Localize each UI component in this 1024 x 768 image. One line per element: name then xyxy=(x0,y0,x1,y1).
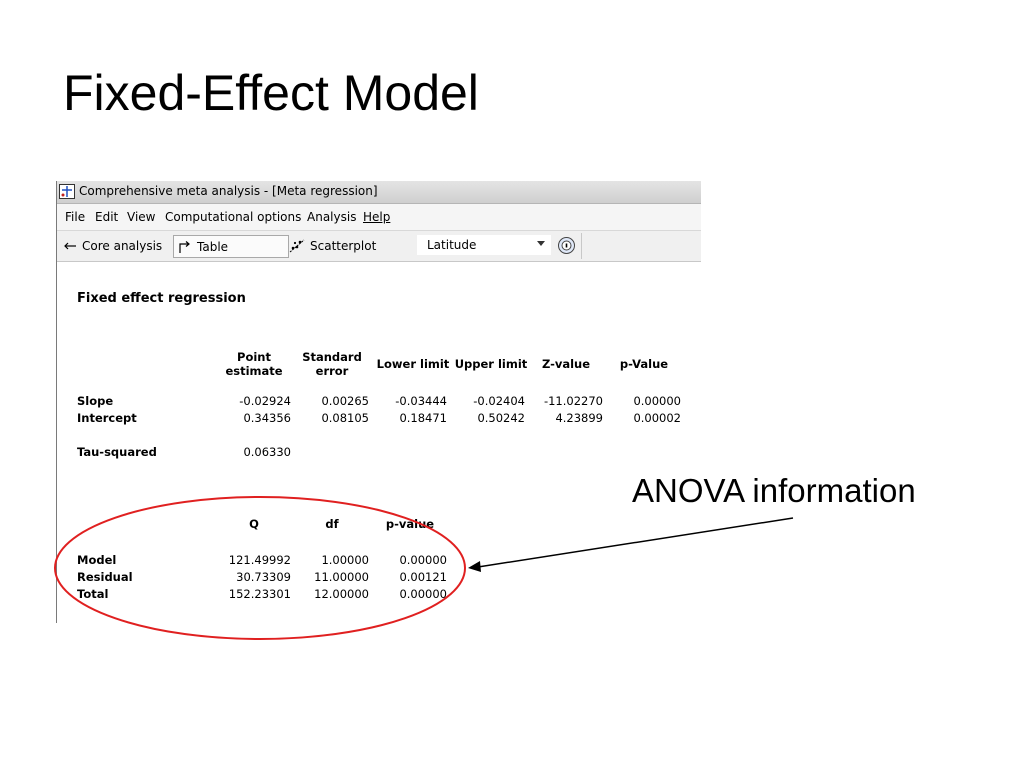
anova-cell: 1.00000 xyxy=(321,553,369,567)
regression-report: Fixed effect regression Point estimate S… xyxy=(57,261,701,623)
table-cell: 0.34356 xyxy=(243,411,291,425)
anova-cell: 0.00000 xyxy=(399,587,447,601)
table-cell: -0.03444 xyxy=(395,394,447,408)
menu-help[interactable]: Help xyxy=(363,210,391,224)
menu-bar: File Edit View Computational options Ana… xyxy=(57,204,701,231)
row-label-slope: Slope xyxy=(77,394,114,408)
core-analysis-label: Core analysis xyxy=(82,238,163,253)
anova-header: df xyxy=(325,517,339,531)
toolbar-separator xyxy=(581,233,582,259)
table-cell: 0.18471 xyxy=(399,411,447,425)
scatterplot-label: Scatterplot xyxy=(310,238,377,253)
anova-header: Q xyxy=(249,517,259,531)
column-header: Lower limit xyxy=(376,357,450,371)
anova-cell: 12.00000 xyxy=(314,587,369,601)
application-window: Comprehensive meta analysis - [Meta regr… xyxy=(56,181,701,623)
column-header: p-Value xyxy=(619,357,669,371)
table-label: Table xyxy=(197,239,229,254)
table-cell: 0.00265 xyxy=(321,394,369,408)
row-label-tau-squared: Tau-squared xyxy=(77,445,157,459)
anova-cell: 121.49992 xyxy=(228,553,291,567)
column-header: Upper limit xyxy=(454,357,528,371)
arrow-left-icon xyxy=(64,242,76,249)
table-button[interactable]: Table xyxy=(173,235,289,258)
table-cell: -11.02270 xyxy=(543,394,603,408)
anova-row-label-residual: Residual xyxy=(77,570,133,584)
anova-row-label-model: Model xyxy=(77,553,117,567)
column-header: Point estimate xyxy=(225,350,283,378)
anova-cell: 0.00121 xyxy=(399,570,447,584)
anova-cell: 11.00000 xyxy=(314,570,369,584)
menu-file[interactable]: File xyxy=(65,210,86,224)
anova-cell: 152.23301 xyxy=(228,587,291,601)
menu-computational-options[interactable]: Computational options xyxy=(165,210,302,224)
window-title: Comprehensive meta analysis - [Meta regr… xyxy=(79,184,378,198)
slide-title: Fixed-Effect Model xyxy=(63,65,479,121)
scatterplot-icon xyxy=(289,239,305,252)
anova-annotation-label: ANOVA information xyxy=(632,472,916,509)
table-cell: 0.50242 xyxy=(477,411,525,425)
scatterplot-button[interactable]: Scatterplot xyxy=(289,235,376,256)
help-icon[interactable] xyxy=(557,236,576,255)
table-cell: 0.08105 xyxy=(321,411,369,425)
anova-cell: 30.73309 xyxy=(236,570,291,584)
toolbar: Core analysis Table Scatterplot Latitude xyxy=(57,231,701,262)
menu-edit[interactable]: Edit xyxy=(95,210,119,224)
covariate-value: Latitude xyxy=(427,238,477,252)
chevron-down-icon xyxy=(537,241,545,246)
tau-squared-value: 0.06330 xyxy=(243,445,291,459)
app-icon xyxy=(59,184,75,199)
table-arrow-icon xyxy=(179,240,190,253)
core-analysis-button[interactable]: Core analysis xyxy=(63,235,162,256)
anova-header: p-value xyxy=(385,517,435,531)
covariate-select[interactable]: Latitude xyxy=(417,235,551,255)
menu-view[interactable]: View xyxy=(127,210,156,224)
window-titlebar[interactable]: Comprehensive meta analysis - [Meta regr… xyxy=(57,181,701,204)
table-cell: 4.23899 xyxy=(555,411,603,425)
table-cell: -0.02404 xyxy=(473,394,525,408)
menu-analysis[interactable]: Analysis xyxy=(307,210,357,224)
column-header: Standard error xyxy=(302,350,362,378)
anova-cell: 0.00000 xyxy=(399,553,447,567)
row-label-intercept: Intercept xyxy=(77,411,137,425)
table-cell: 0.00000 xyxy=(633,394,681,408)
table-cell: 0.00002 xyxy=(633,411,681,425)
column-header: Z-value xyxy=(541,357,591,371)
anova-row-label-total: Total xyxy=(77,587,109,601)
report-title: Fixed effect regression xyxy=(77,291,246,306)
table-cell: -0.02924 xyxy=(239,394,291,408)
